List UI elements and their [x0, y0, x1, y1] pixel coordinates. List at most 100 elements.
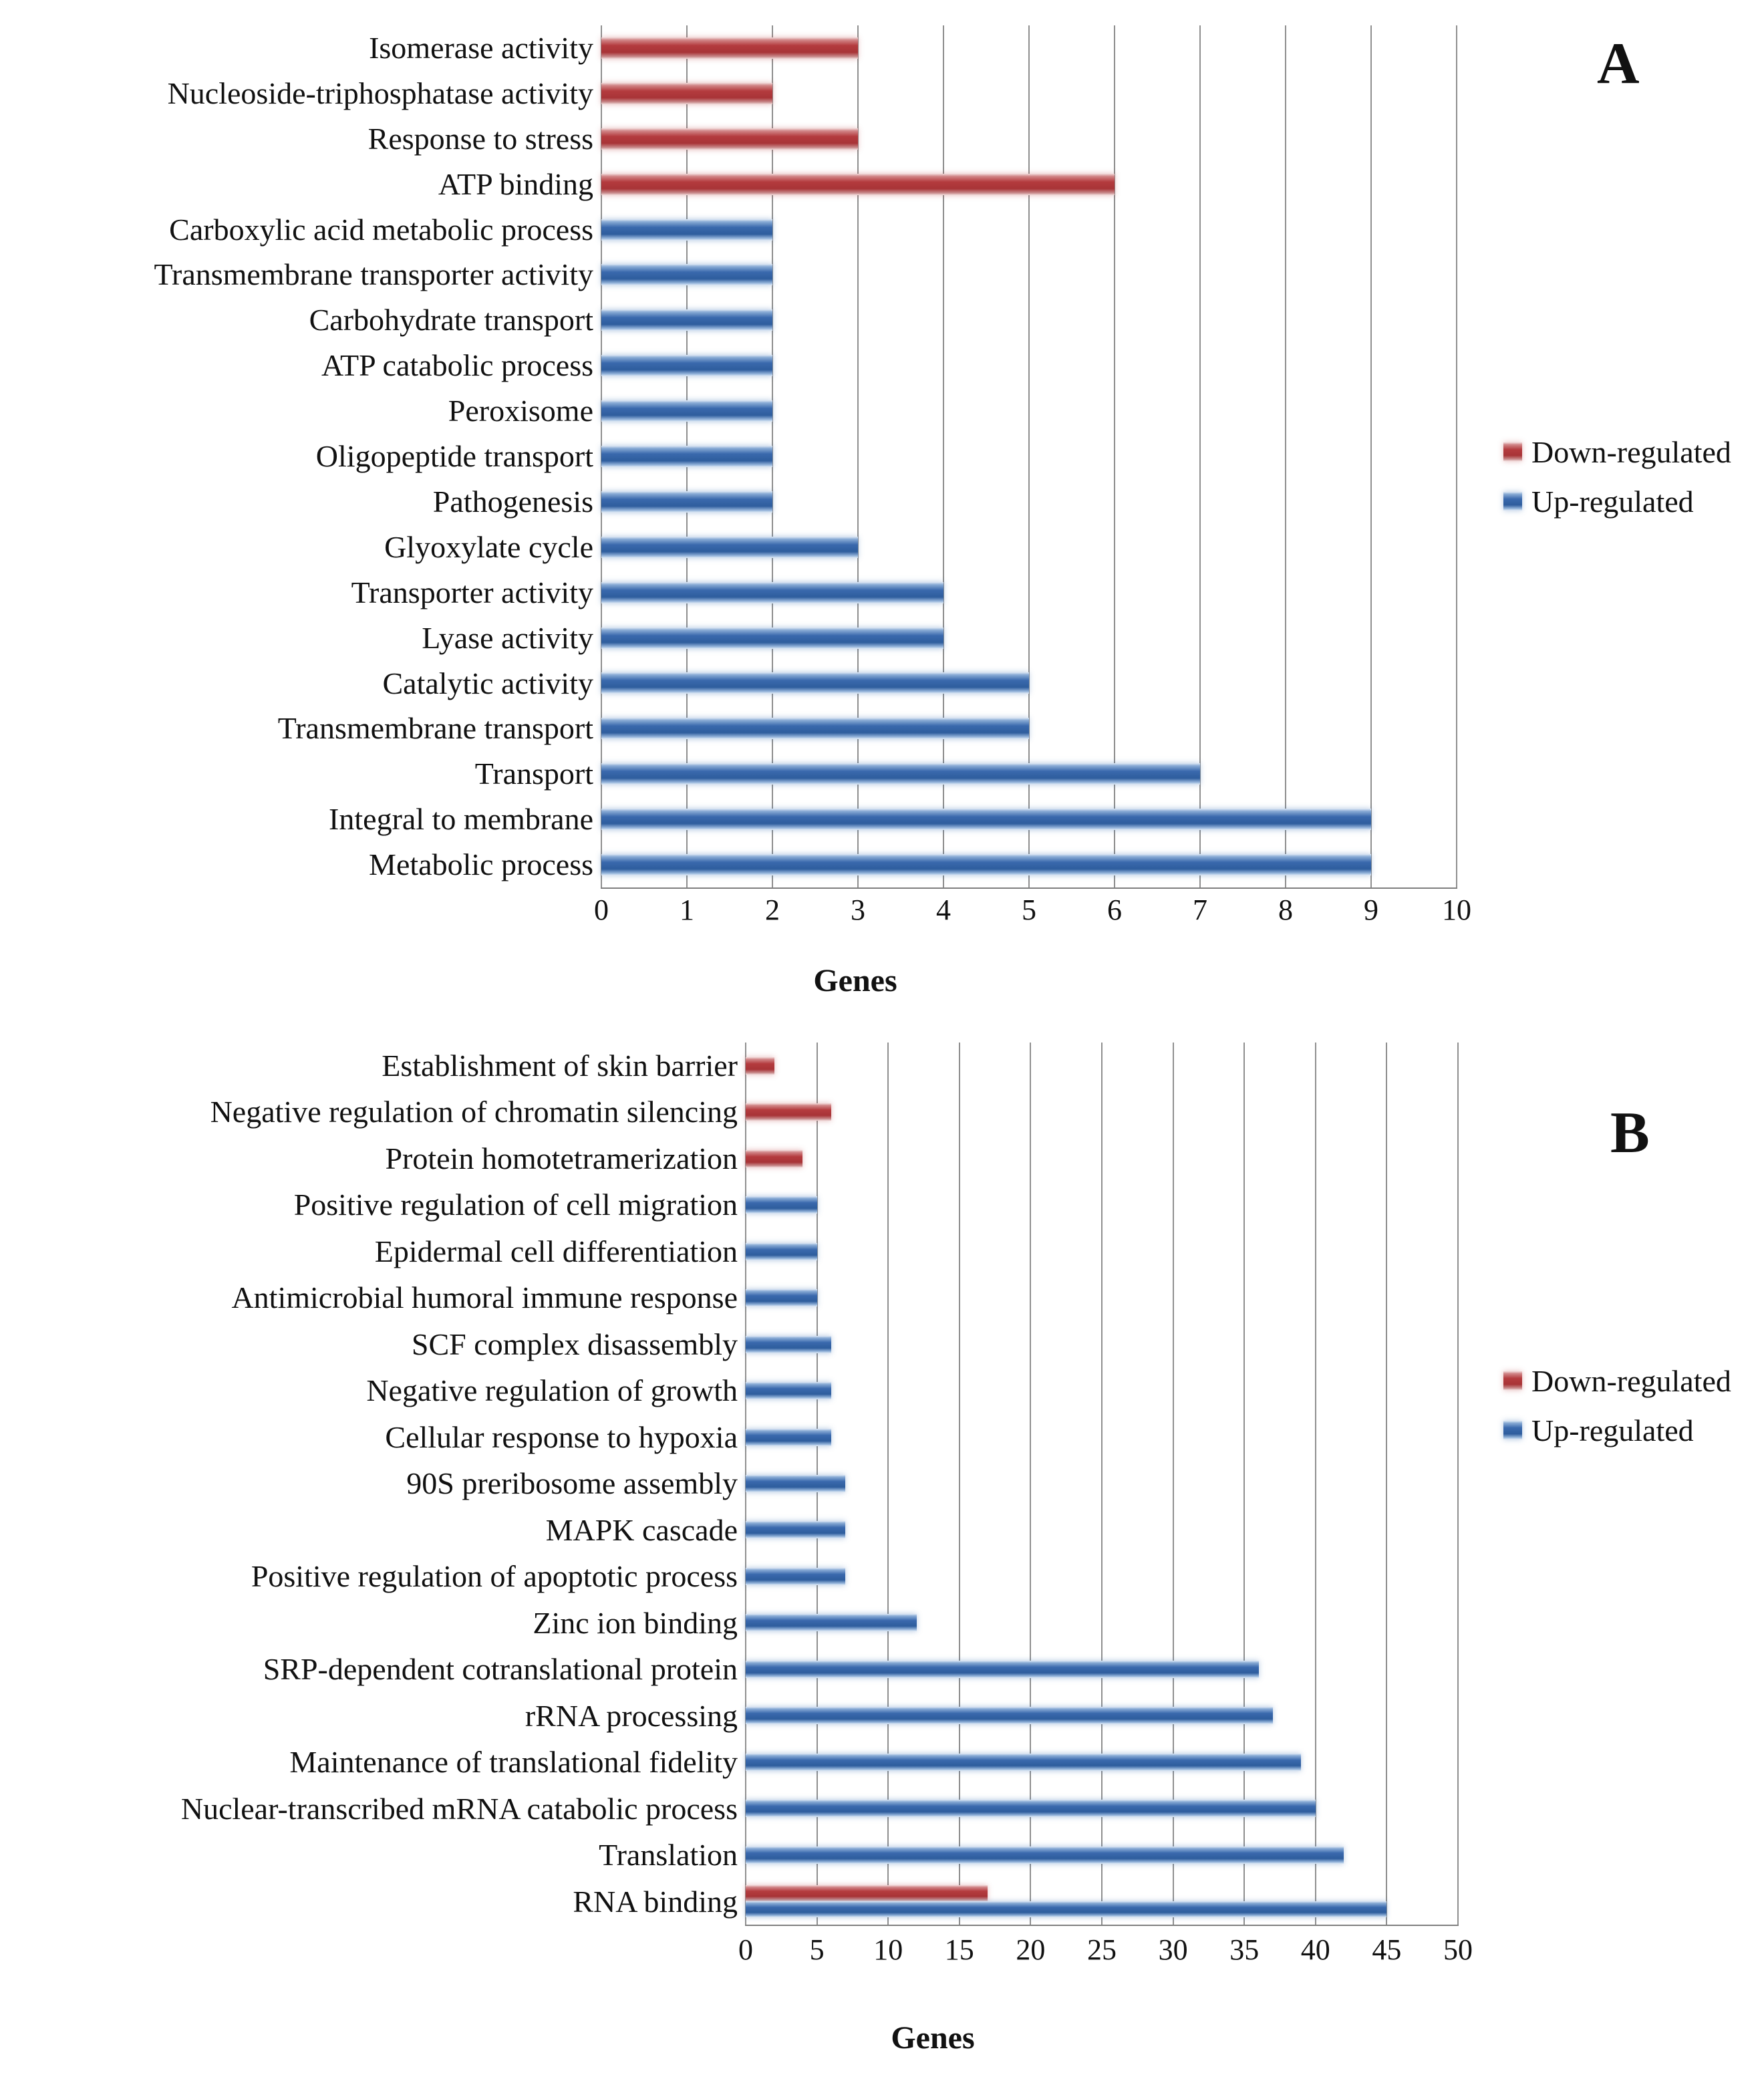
gridline [857, 25, 859, 887]
x-tick-label: 45 [1372, 1933, 1402, 1966]
category-label: Protein homotetramerization [385, 1141, 738, 1176]
x-tick-label: 9 [1364, 893, 1378, 926]
legend-label: Down-regulated [1531, 434, 1731, 469]
x-tick-label: 5 [1022, 893, 1036, 926]
legend-swatch-down-regulated [1503, 442, 1522, 461]
bar-up-regulated [746, 1242, 817, 1260]
category-label: rRNA processing [525, 1698, 738, 1733]
x-tick-label: 3 [851, 893, 865, 926]
legend-swatch-down-regulated [1503, 1371, 1522, 1390]
bar-up-regulated [746, 1382, 831, 1400]
category-label: Catalytic activity [382, 666, 593, 700]
bar-up-regulated [601, 355, 772, 377]
x-axis-title: Genes [891, 2020, 975, 2056]
legend-item: Down-regulated [1503, 433, 1731, 470]
category-label: Oligopeptide transport [315, 439, 593, 474]
bar-up-regulated [601, 309, 772, 331]
category-label: Integral to membrane [329, 802, 593, 837]
bar-up-regulated [746, 1428, 831, 1446]
bar-down-regulated [601, 173, 1115, 195]
category-label: Translation [599, 1838, 738, 1873]
x-axis-title: Genes [813, 963, 897, 998]
category-label: Metabolic process [369, 847, 593, 882]
category-label: Nuclear-transcribed mRNA catabolic proce… [180, 1791, 738, 1826]
category-label: Carboxylic acid metabolic process [169, 212, 593, 247]
x-tick-label: 15 [944, 1933, 974, 1966]
gridline [1172, 1043, 1174, 1925]
category-label: Isomerase activity [369, 31, 593, 65]
gridline [1314, 1043, 1316, 1925]
gridline [1243, 1043, 1245, 1925]
x-tick-label: 20 [1016, 1933, 1046, 1966]
category-label: Positive regulation of apoptotic process [251, 1559, 738, 1594]
bar-up-regulated [746, 1335, 831, 1353]
x-tick-label: 10 [1442, 893, 1471, 926]
x-tick-label: 25 [1087, 1933, 1117, 1966]
bar-up-regulated [746, 1660, 1259, 1678]
bar-up-regulated [601, 763, 1200, 785]
bar-down-regulated [746, 1103, 831, 1121]
gridline [1199, 25, 1201, 887]
legend-swatch-up-regulated [1503, 492, 1522, 511]
bar-up-regulated [746, 1521, 846, 1539]
category-label: MAPK cascade [545, 1512, 738, 1547]
bar-up-regulated [601, 809, 1371, 831]
category-label: Carbohydrate transport [309, 303, 593, 337]
gridline [1030, 1043, 1032, 1925]
gridline [1456, 25, 1457, 887]
bar-up-regulated [601, 627, 943, 649]
bar-up-regulated [746, 1800, 1316, 1818]
bar-down-regulated [746, 1885, 988, 1902]
gridline [887, 1043, 889, 1925]
bar-up-regulated [601, 491, 772, 513]
bar-up-regulated [601, 718, 1029, 740]
gridline [772, 25, 773, 887]
x-axis-line [601, 887, 1457, 889]
legend-item: Down-regulated [1503, 1362, 1731, 1399]
category-label: Negative regulation of growth [366, 1373, 738, 1408]
category-label: Transport [474, 756, 593, 791]
category-label: Nucleoside-triphosphatase activity [167, 76, 593, 110]
legend-item: Up-regulated [1503, 1411, 1694, 1449]
bar-up-regulated [746, 1475, 846, 1492]
panel-label: A [1597, 31, 1640, 96]
category-label: Zinc ion binding [533, 1605, 738, 1640]
category-label: ATP catabolic process [321, 348, 593, 383]
bar-up-regulated [746, 1846, 1344, 1864]
legend-item: Up-regulated [1503, 482, 1694, 520]
gridline [943, 25, 944, 887]
legend-label: Up-regulated [1531, 1413, 1694, 1447]
bar-up-regulated [746, 1289, 817, 1307]
gridline [1370, 25, 1372, 887]
category-label: Peroxisome [448, 394, 593, 428]
category-label: Antimicrobial humoral immune response [231, 1280, 738, 1315]
category-label: Establishment of skin barrier [382, 1049, 738, 1083]
category-label: Transmembrane transport [277, 711, 593, 746]
category-label: Positive regulation of cell migration [293, 1188, 738, 1222]
category-label: Lyase activity [422, 620, 593, 655]
x-tick-label: 0 [738, 1933, 753, 1966]
bar-up-regulated [601, 854, 1371, 876]
category-label: 90S preribosome assembly [406, 1466, 738, 1501]
bar-down-regulated [601, 37, 858, 59]
category-label: Maintenance of translational fidelity [289, 1745, 738, 1780]
category-label: Pathogenesis [432, 484, 593, 519]
x-tick-label: 2 [765, 893, 780, 926]
bar-up-regulated [746, 1614, 917, 1632]
legend-label: Up-regulated [1531, 484, 1694, 519]
bar-up-regulated [601, 672, 1029, 694]
bar-up-regulated [746, 1707, 1273, 1725]
gridline [1457, 1043, 1459, 1925]
bar-up-regulated [601, 446, 772, 467]
x-tick-label: 0 [594, 893, 609, 926]
x-tick-label: 50 [1443, 1933, 1473, 1966]
x-tick-label: 7 [1193, 893, 1207, 926]
bar-up-regulated [746, 1196, 817, 1214]
bar-down-regulated [601, 128, 858, 150]
gridline [958, 1043, 960, 1925]
legend-swatch-up-regulated [1503, 1421, 1522, 1439]
category-label: Transporter activity [351, 575, 593, 609]
bar-up-regulated [746, 1901, 1387, 1918]
